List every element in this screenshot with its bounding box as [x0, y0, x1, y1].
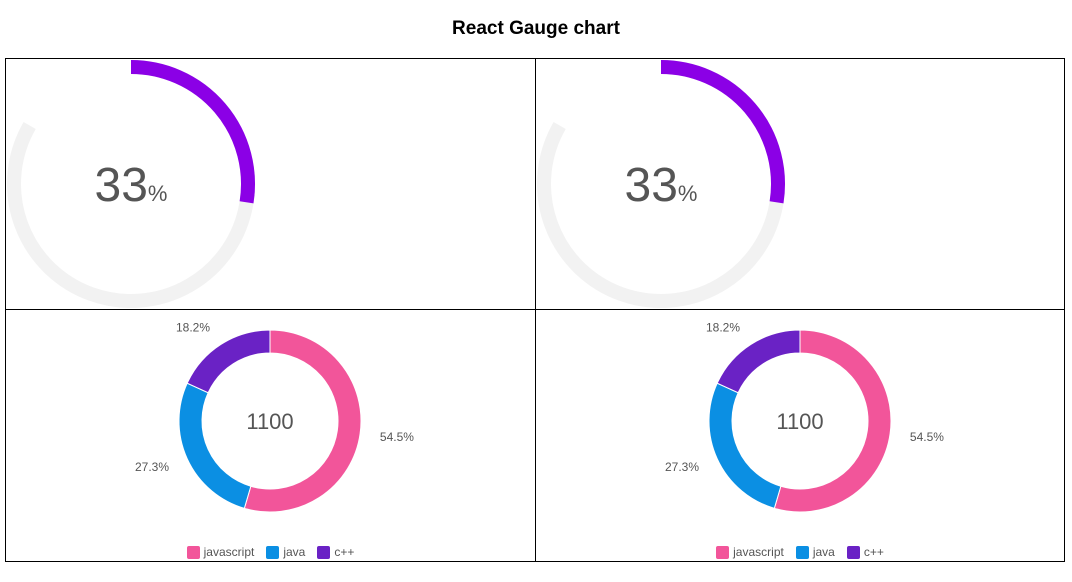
gauge-value-arc: [130, 60, 255, 204]
legend-item-javascript[interactable]: javascript: [716, 544, 784, 559]
legend-label: javascript: [203, 545, 255, 559]
legend-item-cpp[interactable]: c++: [317, 544, 354, 559]
donut-percent-label: 54.5%: [910, 430, 944, 444]
donut-slice-cpp[interactable]: [186, 329, 271, 394]
gauge-value-label: 33%: [95, 159, 168, 212]
donut-panel-left: 54.5% 27.3% 18.2% 1100 javascript java c++: [5, 309, 536, 562]
donut-chart-left: 54.5% 27.3% 18.2% 1100: [135, 321, 414, 513]
gauge-0: 33%: [7, 60, 255, 308]
legend-label: java: [283, 545, 306, 559]
gauge-panel-right: 33%: [535, 58, 1065, 311]
legend-swatch: [317, 545, 331, 559]
legend-swatch: [846, 545, 860, 559]
donut-percent-label: 27.3%: [665, 460, 699, 474]
donut-legend-left: javascript java c++: [6, 544, 535, 559]
legend-label: javascript: [733, 545, 784, 559]
donut-slice-cpp[interactable]: [716, 329, 801, 394]
donut-percent-label: 18.2%: [706, 321, 740, 335]
gauge-panel-left: 33%: [5, 58, 536, 311]
legend-item-javascript[interactable]: javascript: [186, 544, 255, 559]
donut-percent-label: 18.2%: [176, 321, 210, 335]
donut-percent-label: 27.3%: [135, 460, 169, 474]
donut-legend-right: javascript java c++: [536, 544, 1064, 559]
legend-label: java: [812, 545, 835, 559]
donut-slice-javascript[interactable]: [773, 329, 892, 513]
legend-swatch: [716, 545, 730, 559]
gauge-chart-left: 33%: [7, 60, 255, 308]
gauge-1: 33%: [537, 60, 785, 308]
donut-slice-java[interactable]: [178, 382, 252, 509]
donut-percent-label: 54.5%: [380, 430, 414, 444]
donut-center-label: 1100: [776, 409, 823, 434]
gauge-chart-right: 33%: [537, 60, 785, 308]
legend-label: c++: [863, 545, 884, 559]
legend-label: c++: [334, 545, 355, 559]
donut-center-label: 1100: [246, 409, 293, 434]
legend-swatch: [795, 545, 809, 559]
gauge-value-arc: [660, 60, 785, 204]
legend-swatch: [186, 545, 200, 559]
donut-2: 54.5% 27.3% 18.2% 1100: [135, 321, 414, 513]
legend-item-cpp[interactable]: c++: [846, 544, 884, 559]
donut-3: 54.5% 27.3% 18.2% 1100: [665, 321, 944, 513]
page-title: React Gauge chart: [452, 18, 620, 39]
donut-panel-right: 54.5% 27.3% 18.2% 1100 javascript java c++: [535, 309, 1065, 562]
donut-slice-java[interactable]: [708, 382, 782, 509]
donut-chart-right: 54.5% 27.3% 18.2% 1100: [665, 321, 944, 513]
gauge-value-label: 33%: [625, 159, 698, 212]
legend-swatch: [266, 545, 280, 559]
donut-slice-javascript[interactable]: [243, 329, 362, 513]
chart-grid: 33% 33% 54.5% 27.3% 18.2% 1100 javascript ja…: [5, 58, 1065, 562]
legend-item-java[interactable]: java: [795, 544, 835, 559]
legend-item-java[interactable]: java: [266, 544, 305, 559]
